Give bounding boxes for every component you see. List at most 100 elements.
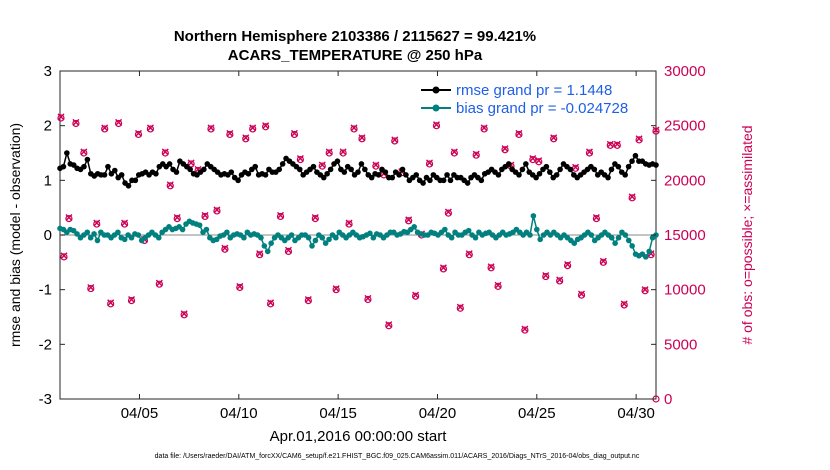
obs-possible-point (577, 291, 586, 299)
obs-possible-point (529, 155, 537, 164)
x-axis-label: Apr.01,2016 00:00:00 start (270, 428, 448, 445)
y2-tick-label: 25000 (664, 118, 706, 135)
series-point-rmse (101, 172, 108, 178)
series-point-rmse (166, 161, 173, 167)
series-point-rmse (348, 166, 354, 173)
obs-possible-point (256, 251, 264, 259)
series-point-bias (442, 226, 448, 233)
obs-assimilated-point (134, 129, 142, 137)
obs-assimilated-point (578, 290, 585, 298)
obs-assimilated-point (155, 279, 163, 287)
series-point-rmse (557, 166, 563, 173)
series-point-rmse (622, 172, 628, 178)
obs-possible-point (563, 262, 572, 270)
obs-assimilated-point (521, 325, 529, 333)
obs-possible-point (425, 160, 434, 168)
obs-possible-point (161, 149, 169, 157)
obs-assimilated-point (487, 263, 495, 271)
obs-possible-point (60, 253, 68, 261)
series-point-bias (224, 229, 230, 236)
series-point-bias (333, 234, 339, 241)
series-point-rmse (187, 166, 193, 173)
obs-possible-point (521, 326, 529, 334)
obs-assimilated-point (501, 145, 509, 153)
y-tick-label: -3 (39, 391, 52, 408)
obs-assimilated-point (173, 214, 181, 222)
obs-assimilated-point (57, 113, 65, 121)
series-point-bias (530, 213, 537, 219)
obs-possible-point (487, 264, 495, 272)
series-point-rmse (605, 174, 611, 181)
obs-assimilated-point (107, 299, 115, 307)
series-point-bias (588, 232, 595, 238)
series-point-bias (203, 226, 210, 233)
y2-tick-label: 15000 (664, 227, 706, 244)
obs-possible-point (262, 123, 270, 131)
obs-possible-point (304, 297, 312, 305)
obs-assimilated-point (249, 124, 257, 132)
legend-box (412, 79, 652, 119)
obs-assimilated-point (277, 211, 285, 219)
obs-assimilated-point (564, 261, 572, 269)
series-point-bias (264, 248, 271, 255)
obs-assimilated-point (72, 118, 80, 126)
obs-possible-point (290, 130, 299, 139)
obs-assimilated-point (290, 129, 298, 137)
series-point-bias (646, 248, 652, 255)
obs-assimilated-point (652, 126, 660, 134)
series-point-bias (411, 224, 417, 230)
series-point-rmse (112, 167, 118, 174)
obs-possible-point (385, 322, 393, 330)
obs-possible-point (213, 207, 221, 215)
obs-possible-point (556, 277, 564, 285)
obs-assimilated-point (426, 159, 434, 167)
y2-tick-label: 30000 (664, 63, 706, 80)
obs-possible-point (276, 212, 285, 221)
series-point-bias (629, 243, 635, 249)
obs-assimilated-point (146, 124, 154, 132)
series-point-bias (87, 234, 94, 241)
obs-assimilated-point (585, 148, 593, 156)
obs-assimilated-point (236, 282, 244, 290)
obs-possible-point (585, 149, 594, 157)
series-point-bias (625, 237, 632, 244)
obs-assimilated-point (221, 244, 229, 252)
series-point-rmse (276, 166, 283, 173)
obs-assimilated-point (161, 148, 169, 156)
series-point-bias (319, 234, 326, 241)
obs-possible-point (628, 194, 636, 202)
obs-assimilated-point (465, 250, 473, 258)
series-point-rmse (389, 174, 396, 181)
y2-axis-label: # of obs: o=possible; ×=assimilated (739, 125, 755, 344)
y-tick-label: 2 (44, 118, 52, 135)
series-point-bias (288, 232, 295, 238)
legend-bias-marker (432, 104, 440, 112)
series-point-bias (74, 231, 80, 237)
series-point-rmse (341, 169, 348, 175)
series-point-rmse (245, 170, 252, 177)
obs-assimilated-point (93, 219, 101, 227)
obs-possible-point (332, 286, 340, 294)
x-tick-label: 04/30 (617, 405, 655, 422)
obs-possible-point (201, 212, 209, 221)
legend-rmse-label: rmse grand pr = 1.1448 (456, 82, 612, 99)
y-tick-label: -2 (39, 336, 52, 353)
obs-assimilated-point (372, 161, 380, 169)
series-point-rmse (413, 172, 420, 178)
series-point-bias (537, 236, 544, 243)
obs-assimilated-point (620, 300, 628, 308)
obs-assimilated-point (318, 161, 326, 169)
obs-assimilated-point (345, 219, 353, 227)
obs-assimilated-point (242, 134, 250, 142)
series-point-rmse (201, 166, 207, 173)
series-point-rmse (495, 172, 502, 178)
chart-title: Northern Hemisphere 2103386 / 2115627 = … (174, 28, 536, 45)
series-point-bias (322, 240, 329, 246)
x-tick-label: 04/05 (121, 405, 159, 422)
obs-possible-point (345, 220, 353, 228)
obs-assimilated-point (450, 148, 458, 156)
obs-assimilated-point (311, 214, 319, 222)
obs-possible-point (72, 119, 80, 128)
obs-possible-point (364, 295, 372, 304)
series-point-rmse (516, 172, 522, 178)
